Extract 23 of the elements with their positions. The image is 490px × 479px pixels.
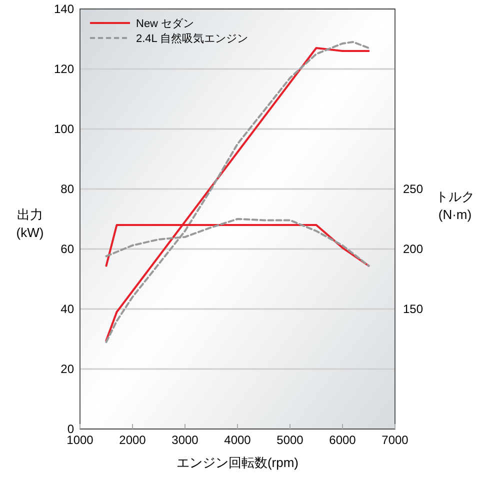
x-tick-label: 1000 xyxy=(66,433,94,447)
x-tick-label: 5000 xyxy=(276,433,304,447)
x-tick-label: 3000 xyxy=(172,433,199,447)
y2-tick-label: 200 xyxy=(403,242,424,256)
y-tick-label: 120 xyxy=(54,62,74,76)
y-tick-label: 40 xyxy=(60,302,74,316)
y-tick-label: 60 xyxy=(60,242,74,256)
y-tick-label: 140 xyxy=(54,2,74,16)
x-tick-label: 4000 xyxy=(224,433,252,447)
y-tick-label: 80 xyxy=(60,182,74,196)
y2-axis-title: トルク (N·m) xyxy=(436,189,474,222)
y-tick-label: 20 xyxy=(60,362,74,376)
legend-label: 2.4L 自然吸気エンジン xyxy=(136,33,248,45)
y2-tick-label: 150 xyxy=(403,302,424,316)
y-tick-label: 0 xyxy=(67,422,74,436)
x-axis-title: エンジン回転数(rpm) xyxy=(176,455,299,470)
x-tick-label: 7000 xyxy=(382,433,409,447)
y2-tick-label: 250 xyxy=(403,182,424,196)
y-axis-title: 出力 (kW) xyxy=(16,207,44,240)
y-tick-label: 100 xyxy=(54,122,74,136)
legend-label: New セダン xyxy=(136,18,194,30)
x-tick-label: 6000 xyxy=(329,433,356,447)
x-tick-label: 2000 xyxy=(119,433,146,447)
